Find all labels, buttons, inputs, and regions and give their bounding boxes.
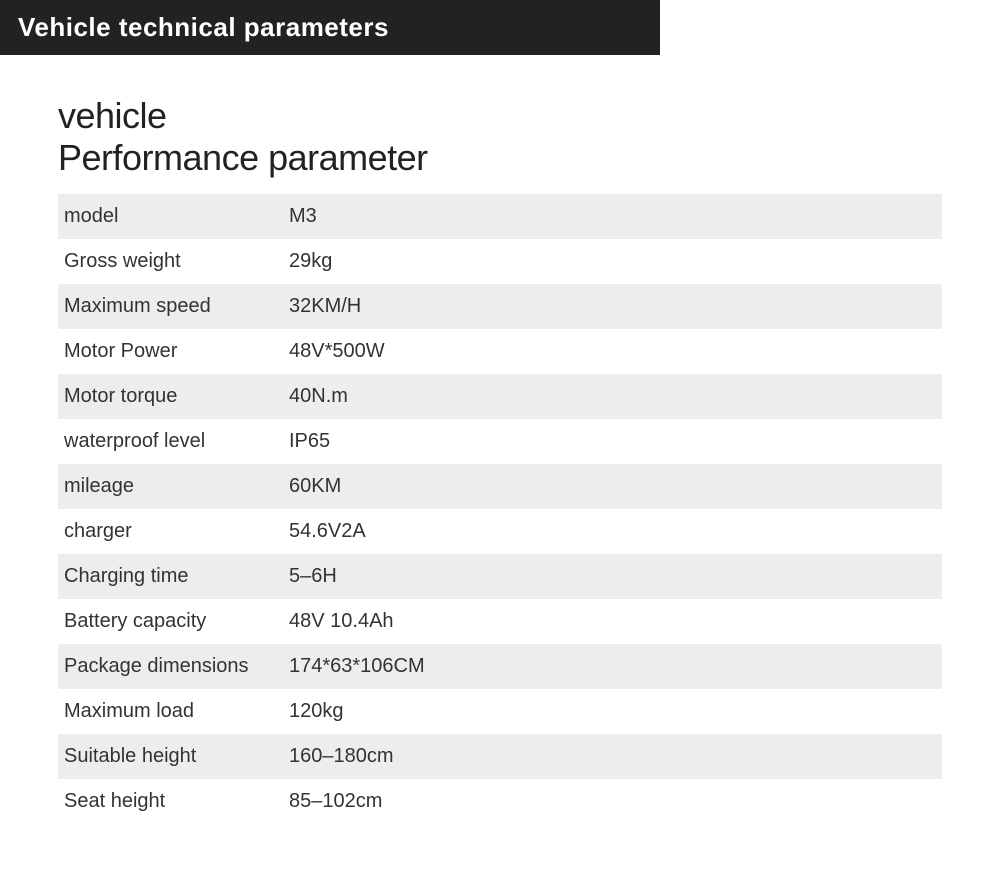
table-row: Maximum speed 32KM/H (58, 284, 942, 329)
table-row: waterproof level IP65 (58, 419, 942, 464)
spec-value: 48V 10.4Ah (289, 610, 394, 633)
spec-value: 54.6V2A (289, 520, 366, 543)
header-title: Vehicle technical parameters (18, 12, 389, 42)
spec-value: 85–102cm (289, 790, 382, 813)
spec-label: Gross weight (64, 250, 289, 273)
table-row: Seat height 85–102cm (58, 779, 942, 824)
spec-table: model M3 Gross weight 29kg Maximum speed… (58, 194, 942, 824)
spec-value: 60KM (289, 475, 341, 498)
table-row: Charging time 5–6H (58, 554, 942, 599)
spec-value: IP65 (289, 430, 330, 453)
spec-label: mileage (64, 475, 289, 498)
table-row: Motor torque 40N.m (58, 374, 942, 419)
spec-label: charger (64, 520, 289, 543)
table-row: Suitable height 160–180cm (58, 734, 942, 779)
spec-value: 32KM/H (289, 295, 361, 318)
spec-label: waterproof level (64, 430, 289, 453)
spec-value: 5–6H (289, 565, 337, 588)
spec-label: Charging time (64, 565, 289, 588)
spec-label: Motor torque (64, 385, 289, 408)
table-row: charger 54.6V2A (58, 509, 942, 554)
spec-label: Motor Power (64, 340, 289, 363)
subtitle-line-2: Performance parameter (58, 137, 942, 179)
table-row: Maximum load 120kg (58, 689, 942, 734)
subtitle-line-1: vehicle (58, 95, 942, 137)
spec-value: 48V*500W (289, 340, 385, 363)
spec-value: 29kg (289, 250, 332, 273)
spec-value: M3 (289, 205, 317, 228)
table-row: Battery capacity 48V 10.4Ah (58, 599, 942, 644)
spec-label: model (64, 205, 289, 228)
spec-label: Suitable height (64, 745, 289, 768)
table-row: Gross weight 29kg (58, 239, 942, 284)
table-row: mileage 60KM (58, 464, 942, 509)
spec-label: Package dimensions (64, 655, 289, 678)
table-row: model M3 (58, 194, 942, 239)
spec-label: Maximum speed (64, 295, 289, 318)
spec-value: 160–180cm (289, 745, 394, 768)
header-bar: Vehicle technical parameters (0, 0, 660, 55)
spec-value: 40N.m (289, 385, 348, 408)
spec-value: 120kg (289, 700, 344, 723)
content-wrap: vehicle Performance parameter model M3 G… (0, 55, 1000, 824)
spec-label: Maximum load (64, 700, 289, 723)
spec-label: Seat height (64, 790, 289, 813)
spec-label: Battery capacity (64, 610, 289, 633)
table-row: Motor Power 48V*500W (58, 329, 942, 374)
table-row: Package dimensions 174*63*106CM (58, 644, 942, 689)
spec-value: 174*63*106CM (289, 655, 425, 678)
